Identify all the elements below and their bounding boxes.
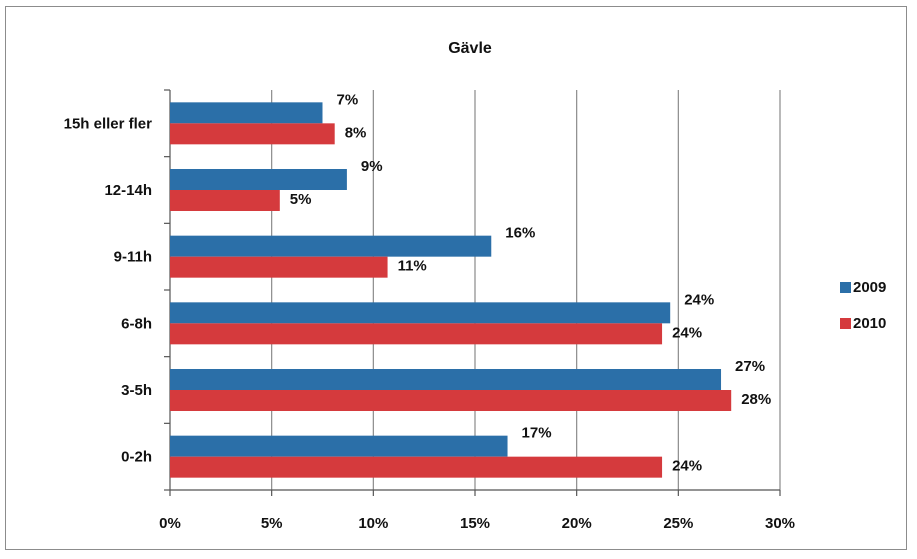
bar-2009 [170, 169, 347, 190]
x-tick-labels: 0% 5% 10% 15% 20% 25% 30% [159, 515, 795, 532]
bar-2010 [170, 323, 663, 345]
data-label-2010: 24% [672, 458, 702, 475]
bar-2009 [170, 102, 323, 124]
x-tick-label: 10% [358, 515, 388, 532]
data-label-2009: 24% [684, 291, 714, 308]
legend-swatch-2010 [840, 318, 851, 329]
data-label-2010: 28% [741, 391, 771, 408]
bar-2009 [170, 302, 671, 324]
data-label-2010: 11% [398, 258, 427, 275]
y-tick-label: 12-14h [104, 182, 152, 199]
bar-2009 [170, 235, 492, 257]
chart-title: Gävle [448, 40, 492, 57]
data-label-2010: 8% [345, 124, 367, 141]
x-tick-label: 30% [765, 515, 795, 532]
data-label-2009: 16% [505, 225, 535, 242]
data-label-2010: 24% [672, 324, 702, 341]
legend: 2009 2010 [840, 279, 886, 332]
data-labels: 7% 8% 9% 5% 16% 11% 24% 24% 27% 28% 17% 24% [290, 91, 771, 474]
y-tick-label: 0-2h [121, 449, 152, 466]
data-label-2009: 7% [337, 91, 359, 108]
data-label-2009: 27% [735, 358, 765, 375]
x-tick-label: 20% [562, 515, 592, 532]
y-tick-label: 3-5h [121, 382, 152, 399]
gridlines [271, 90, 781, 490]
axes [164, 89, 781, 496]
y-tick-label: 6-8h [121, 315, 152, 332]
legend-label-2010: 2010 [853, 315, 886, 332]
data-label-2010: 5% [290, 191, 312, 208]
bar-2010 [170, 456, 663, 478]
x-tick-label: 15% [460, 515, 490, 532]
x-tick-label: 5% [261, 515, 283, 532]
data-label-2009: 9% [361, 158, 383, 175]
y-tick-labels: 15h eller fler 12-14h 9-11h 6-8h 3-5h 0-2h [64, 115, 153, 465]
bars [170, 102, 732, 478]
bar-2009 [170, 435, 508, 457]
bar-2010 [170, 256, 388, 278]
y-tick-label: 15h eller fler [64, 115, 153, 132]
bar-2010 [170, 190, 280, 211]
data-label-2009: 17% [522, 425, 552, 442]
bar-2010 [170, 390, 732, 411]
legend-swatch-2009 [840, 282, 851, 293]
x-tick-label: 25% [663, 515, 693, 532]
bar-2010 [170, 123, 335, 145]
x-tick-label: 0% [159, 515, 181, 532]
bar-2009 [170, 369, 722, 390]
y-tick-label: 9-11h [114, 249, 152, 266]
legend-label-2009: 2009 [853, 279, 886, 296]
